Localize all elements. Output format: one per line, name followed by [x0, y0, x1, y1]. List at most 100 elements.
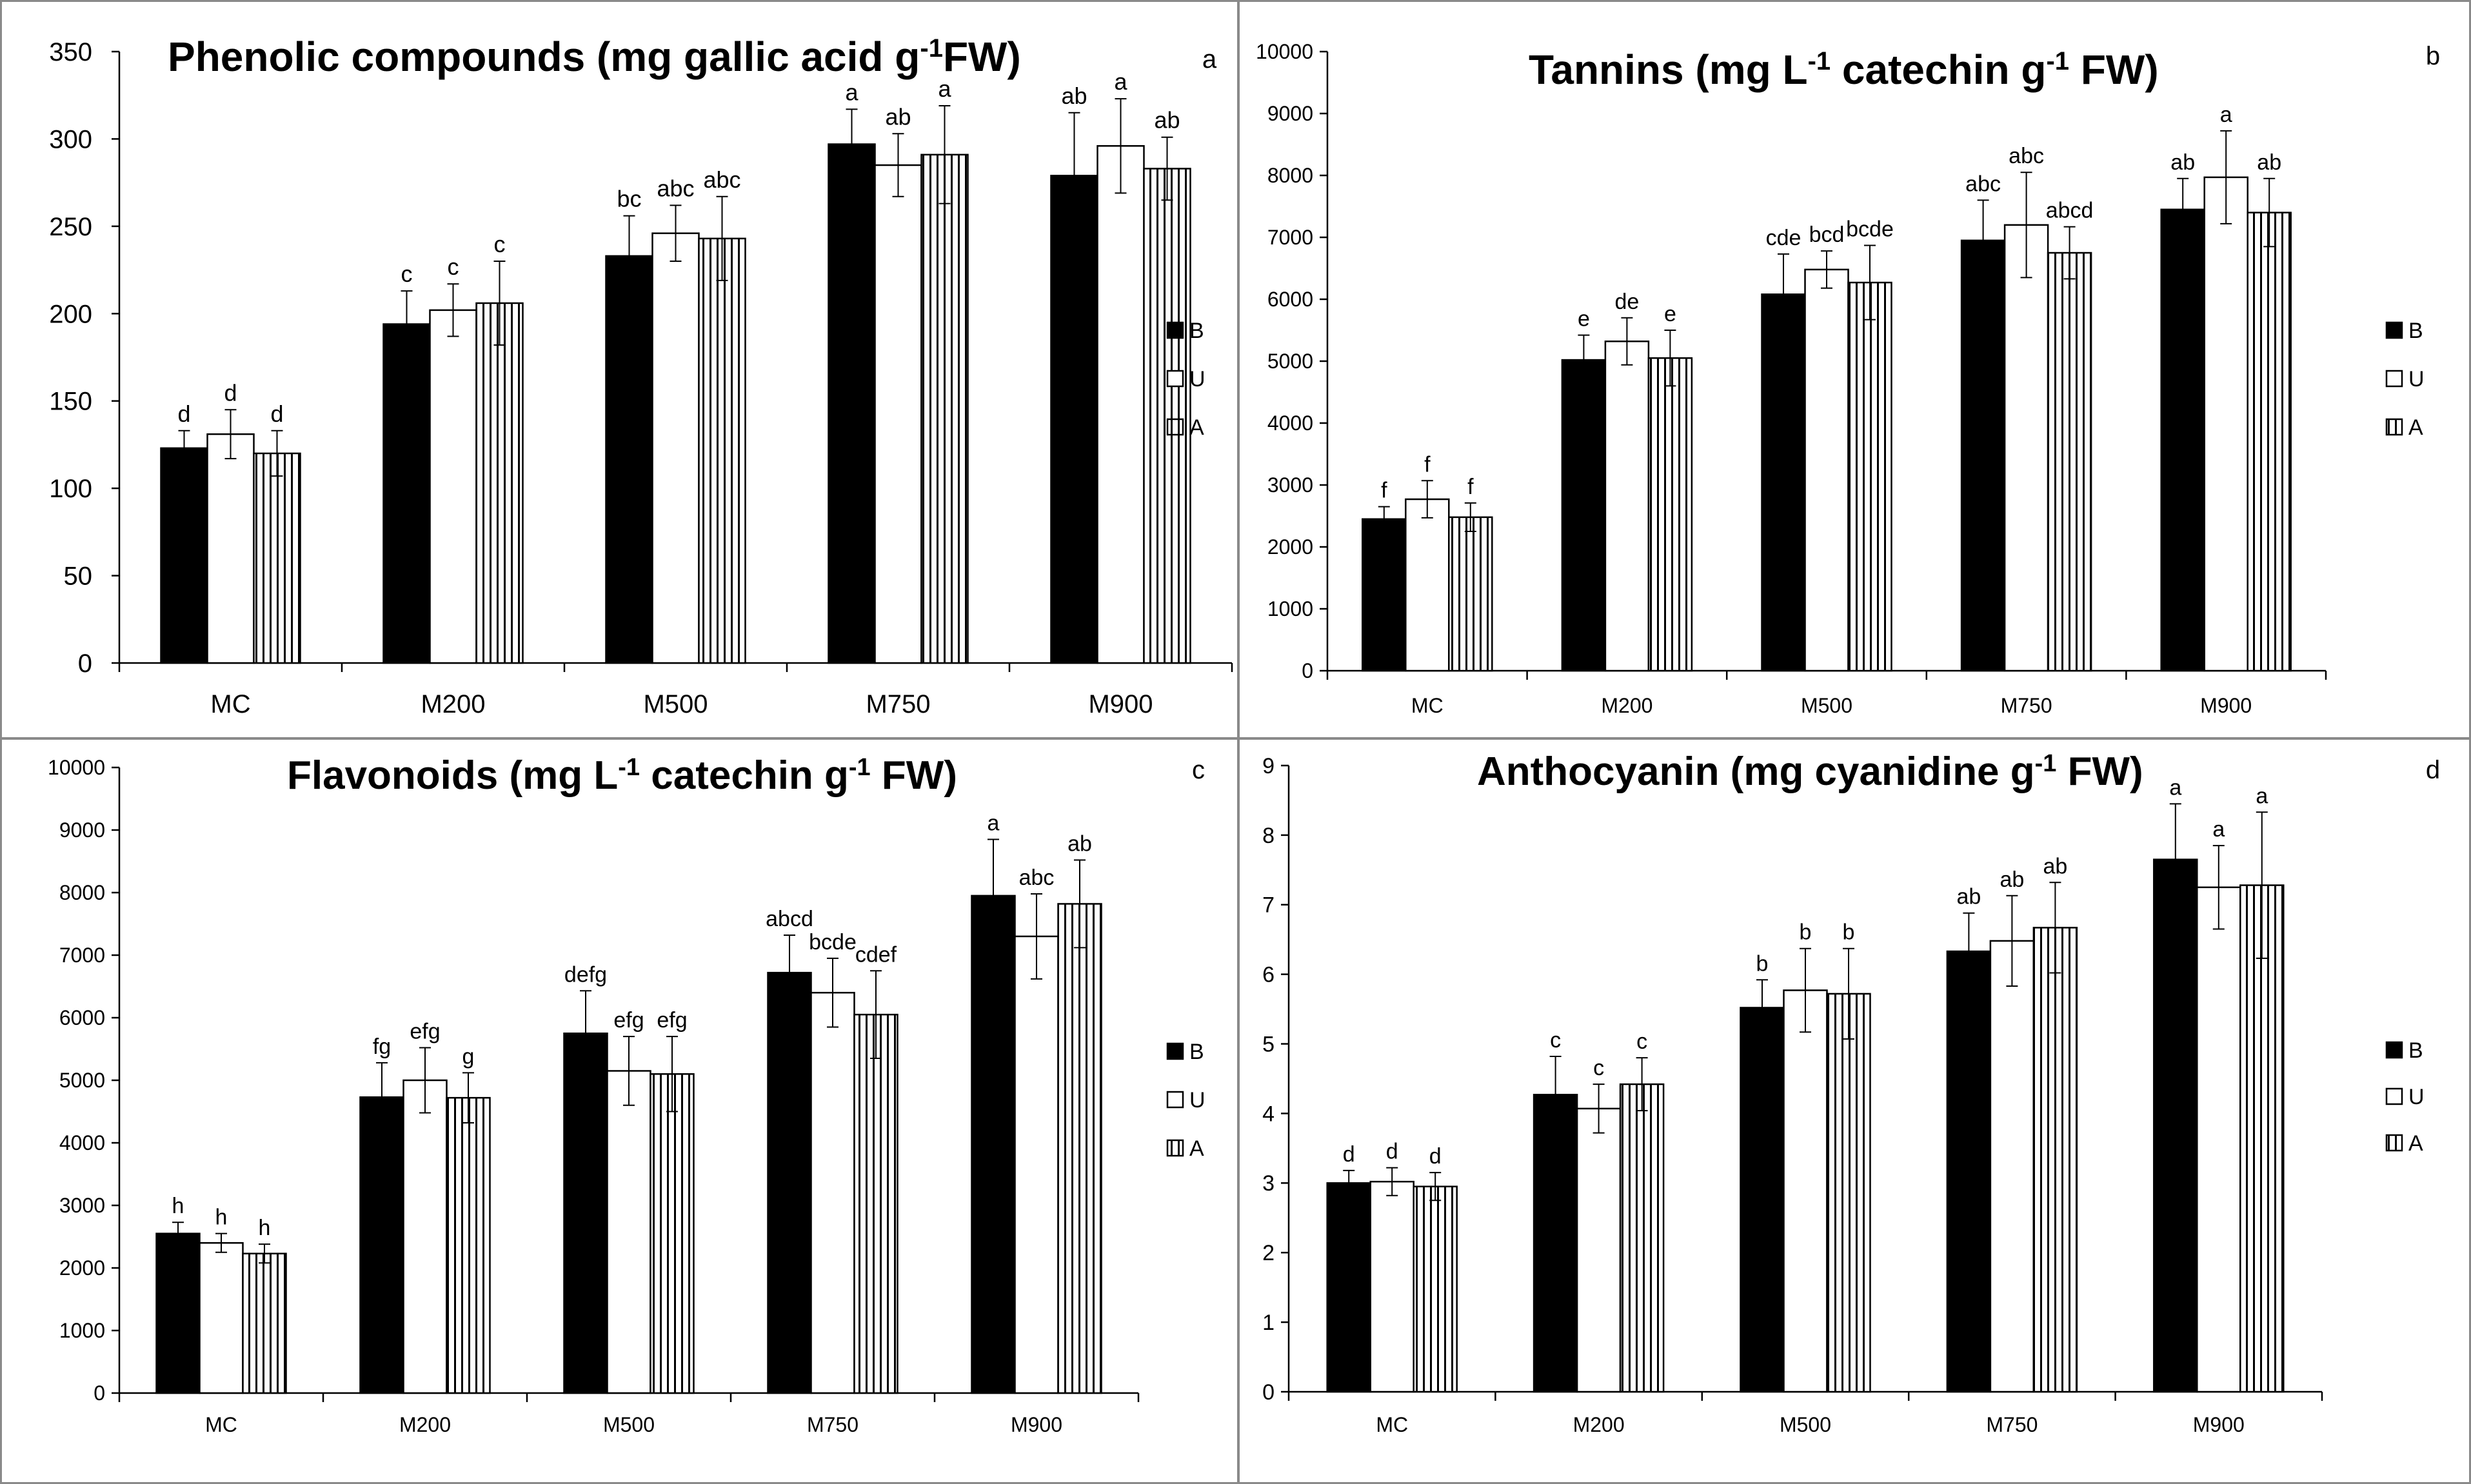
legend-swatch-A: [1166, 418, 1184, 436]
chart-title-superscript: -1: [618, 754, 640, 781]
y-tick-label: 5000: [1267, 350, 1313, 373]
legend-label-B: B: [1189, 319, 1204, 343]
significance-letter: efg: [657, 1008, 687, 1033]
bar-U: [1405, 498, 1450, 672]
significance-letter: abc: [703, 166, 740, 193]
legend-swatch-U: [2385, 370, 2403, 388]
y-tick-label: 100: [49, 475, 92, 503]
x-category-label: M750: [1986, 1413, 2038, 1436]
x-category-label: M500: [1780, 1413, 1831, 1436]
legend-swatch-B: [2385, 321, 2403, 339]
y-tick-label: 0: [1262, 1380, 1275, 1405]
legend-swatch-U: [1166, 1091, 1184, 1109]
bar-U: [1576, 1107, 1622, 1393]
significance-letter: c: [448, 253, 459, 280]
significance-letter: abcd: [2046, 199, 2094, 223]
significance-letter: e: [1578, 307, 1590, 331]
panel-letter: b: [2426, 42, 2440, 70]
y-tick-label: 2000: [59, 1256, 105, 1280]
chart-title-part: catechin g: [640, 753, 849, 798]
bar-U: [1369, 1180, 1414, 1393]
significance-letter: d: [1386, 1140, 1398, 1164]
significance-letter: a: [938, 75, 951, 102]
bar-B: [1533, 1094, 1578, 1393]
y-tick-label: 300: [49, 125, 92, 153]
chart-title-superscript: -1: [920, 34, 943, 63]
panel-divider-horizontal: [0, 737, 2471, 740]
chart-panel-b: Tannins (mg L-1 catechin g-1 FW) b 0 1000 20…: [1238, 0, 2471, 738]
legend-label-U: U: [1189, 1088, 1206, 1113]
bar-B: [828, 143, 876, 664]
significance-letter: c: [1636, 1029, 1647, 1054]
y-tick-label: 8: [1262, 824, 1275, 848]
significance-letter: bcd: [1809, 223, 1845, 247]
y-tick-label: 4000: [1267, 411, 1313, 435]
bar-A: [698, 237, 746, 664]
significance-letter: a: [2220, 103, 2232, 127]
bar-A: [1413, 1185, 1458, 1393]
bar-A: [1826, 993, 1871, 1393]
y-tick-label: 10000: [1256, 40, 1313, 63]
chart-title-part: Tannins (mg L: [1529, 46, 1808, 93]
legend-label-A: A: [2408, 415, 2423, 440]
bar-B: [382, 323, 431, 664]
significance-letter: ab: [2043, 854, 2067, 878]
bar-U: [2203, 176, 2248, 672]
significance-letter: f: [1381, 479, 1387, 503]
y-tick-label: 150: [49, 388, 92, 416]
significance-letter: de: [1614, 290, 1639, 314]
bar-A: [242, 1252, 287, 1394]
chart-panel-a: Phenolic compounds (mg gallic acid g-1FW…: [0, 0, 1238, 738]
y-tick-label: 2: [1262, 1241, 1275, 1265]
panel-letter: c: [1192, 756, 1205, 784]
chart-a-svg: Phenolic compounds (mg gallic acid g-1FW…: [49, 34, 1233, 718]
chart-panel-d: Anthocyanin (mg cyanidine g-1 FW) d 0 1 2 3 4 5…: [1238, 738, 2471, 1484]
significance-letter: ab: [1061, 83, 1087, 109]
significance-letter: h: [172, 1194, 184, 1218]
significance-letter: efg: [410, 1020, 440, 1044]
significance-letter: abc: [657, 175, 694, 201]
y-tick-label: 7000: [1267, 226, 1313, 249]
bar-U: [1604, 341, 1650, 672]
bar-A: [1143, 168, 1191, 664]
chart-title-part: Flavonoids (mg L: [287, 753, 618, 798]
legend-swatch-U: [1166, 370, 1184, 388]
bar-A: [1057, 903, 1102, 1394]
x-category-label: M900: [2200, 694, 2252, 717]
panel-letter: a: [1202, 45, 1217, 74]
legend-label-U: U: [1189, 367, 1206, 391]
bar-A: [1619, 1083, 1665, 1393]
bar-U: [1783, 989, 1828, 1393]
y-tick-label: 1000: [59, 1319, 105, 1342]
legend-swatch-B: [2385, 1041, 2403, 1059]
significance-letter: fg: [373, 1034, 391, 1059]
significance-letter: e: [1664, 302, 1676, 326]
x-category-label: M200: [1573, 1413, 1625, 1436]
legend-label-B: B: [2408, 1038, 2423, 1063]
significance-letter: c: [1550, 1028, 1561, 1053]
bar-U: [199, 1242, 244, 1394]
bar-B: [1050, 175, 1098, 664]
chart-title-part: Phenolic compounds (mg gallic acid g: [168, 34, 920, 80]
bar-B: [2160, 208, 2205, 672]
significance-letter: b: [1843, 920, 1855, 945]
significance-letter: bcde: [809, 930, 857, 955]
x-category-label: M200: [399, 1413, 451, 1436]
bar-A: [1448, 516, 1493, 672]
bar-U: [1989, 940, 2035, 1393]
significance-letter: ab: [2257, 150, 2281, 175]
y-tick-label: 50: [64, 562, 93, 591]
y-tick-label: 0: [1302, 659, 1313, 682]
chart-panel-c: Flavonoids (mg L-1 catechin g-1 FW) c 0 100…: [0, 738, 1238, 1484]
bar-B: [563, 1033, 608, 1394]
x-category-label: M200: [421, 690, 485, 718]
y-tick-label: 7000: [59, 944, 105, 967]
legend-swatch-B: [1166, 1042, 1184, 1060]
bar-U: [1097, 145, 1145, 664]
significance-letter: a: [2169, 775, 2181, 800]
y-tick-label: 0: [78, 649, 92, 678]
bar-A: [2247, 212, 2292, 672]
significance-letter: a: [2212, 817, 2225, 842]
significance-letter: d: [177, 401, 190, 427]
bar-B: [160, 447, 208, 664]
